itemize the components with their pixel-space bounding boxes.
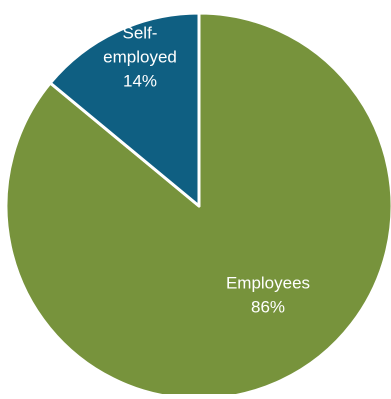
pie-slice-labels: Employees 86% Self-employed 14% xyxy=(103,23,310,316)
pie-slice-self-employed xyxy=(48,11,201,208)
slice-percent-self-employed: 14% xyxy=(123,71,157,90)
slice-label-employees: Employees xyxy=(226,273,310,292)
slice-percent-employees: 86% xyxy=(251,297,285,316)
slice-label-self-employed: Self- xyxy=(123,23,158,42)
slice-label-self-employed: employed xyxy=(103,47,177,66)
pie-slices xyxy=(4,11,391,399)
